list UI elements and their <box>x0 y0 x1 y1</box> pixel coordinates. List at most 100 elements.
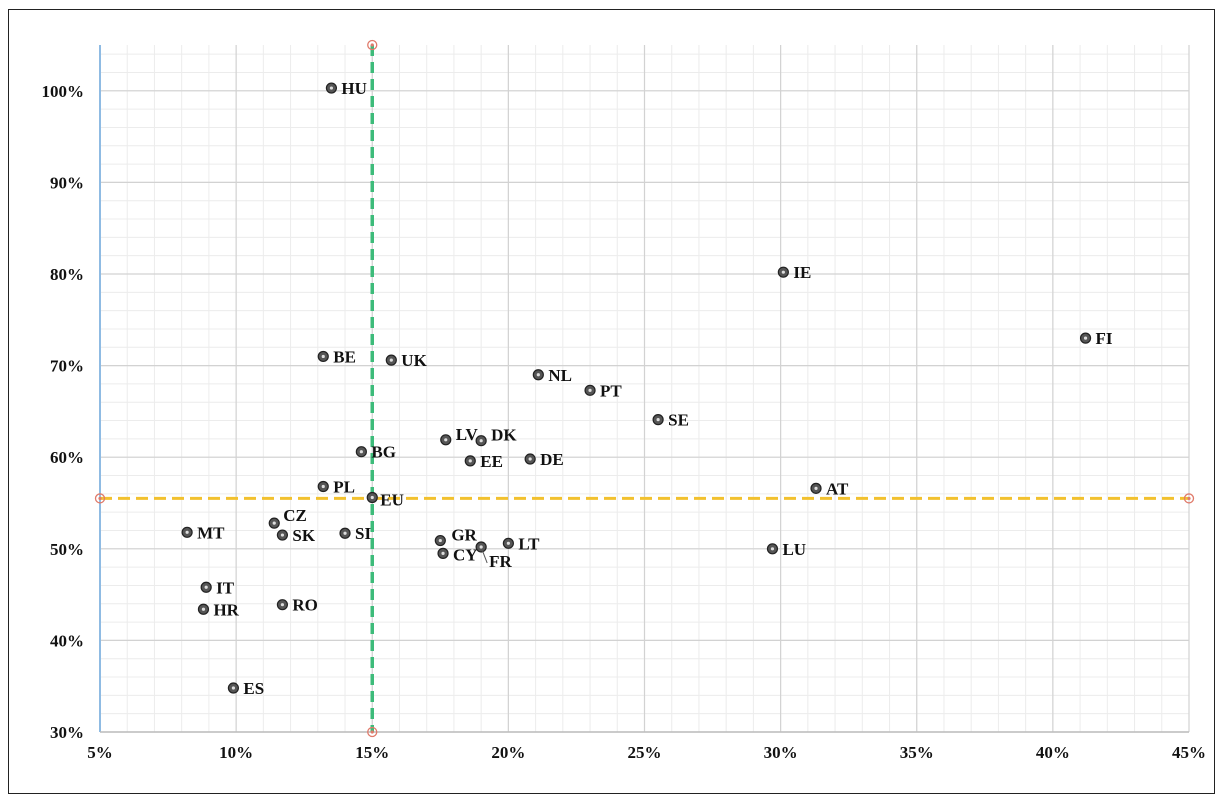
x-axis-ticks: 5% 10% 15% 20% 25% 30% 35% 40% 45% <box>87 743 1206 762</box>
point-marker-center <box>321 354 325 359</box>
point-label: PT <box>600 381 622 400</box>
y-tick-label: 40% <box>50 631 84 650</box>
point-marker-center <box>479 439 483 443</box>
data-point-lu: LU <box>766 540 806 559</box>
data-point-se: SE <box>652 411 689 430</box>
y-tick-label: 70% <box>50 357 84 376</box>
data-point-cz: CZ <box>268 506 307 529</box>
data-point-it: IT <box>200 578 235 597</box>
point-label: DK <box>491 426 517 445</box>
point-label: BG <box>371 443 396 462</box>
y-tick-label: 90% <box>50 173 84 192</box>
point-label: LT <box>518 534 540 553</box>
point-marker-center <box>389 358 393 362</box>
reference-line-endpoint <box>367 39 378 51</box>
data-points: HU IE FI BE UK NL PT SE LV DK BG EE DE PL EU AT CZ MT SK SI… <box>181 79 1113 698</box>
point-label: CY <box>453 545 478 564</box>
data-point-de: DE <box>524 450 564 469</box>
point-marker-center <box>1083 336 1088 340</box>
reference-line-endpoint-dot <box>1187 496 1191 501</box>
data-point-fr: FR <box>475 541 513 571</box>
point-marker-center <box>359 450 363 454</box>
point-label: LU <box>782 540 806 559</box>
point-label: BE <box>333 347 356 366</box>
reference-line-endpoint-dot <box>98 496 102 501</box>
point-label: LV <box>456 425 479 444</box>
data-point-lt: LT <box>502 534 540 553</box>
point-marker-center <box>770 547 775 551</box>
fr-leader-line <box>481 549 488 564</box>
point-marker-center <box>441 551 445 555</box>
point-marker-center <box>588 388 592 392</box>
point-label: NL <box>548 366 572 385</box>
point-marker-center <box>204 585 208 589</box>
point-marker-center <box>656 418 660 422</box>
data-point-pl: PL <box>317 478 355 497</box>
x-tick-label: 30% <box>764 743 798 762</box>
point-marker-center <box>781 270 785 274</box>
point-label: IT <box>216 578 235 597</box>
data-point-hr: HR <box>197 600 240 619</box>
y-axis-ticks: 30% 40% 50% 60% 70% 80% 90% 100% <box>42 82 85 742</box>
reference-line-endpoint <box>94 493 106 504</box>
data-point-ee: EE <box>464 452 503 471</box>
point-marker-center <box>438 538 442 543</box>
reference-line-endpoint <box>1183 493 1195 504</box>
data-point-uk: UK <box>385 351 428 370</box>
data-point-ie: IE <box>777 263 811 282</box>
data-point-nl: NL <box>532 366 572 385</box>
reference-line-endpoint-dot <box>370 43 374 47</box>
x-tick-label: 40% <box>1036 743 1070 762</box>
data-point-at: AT <box>810 479 849 498</box>
point-marker-center <box>272 521 276 525</box>
x-tick-label: 45% <box>1172 743 1206 762</box>
x-tick-label: 35% <box>900 743 934 762</box>
x-tick-label: 25% <box>628 743 662 762</box>
point-label: CZ <box>283 506 307 525</box>
point-label: UK <box>401 351 427 370</box>
point-label: IE <box>793 263 811 282</box>
point-marker-center <box>468 459 472 463</box>
reference-lines <box>94 39 1195 738</box>
point-marker-center <box>280 603 285 607</box>
point-label: MT <box>197 523 225 542</box>
x-tick-label: 5% <box>87 743 113 762</box>
point-label: AT <box>826 479 849 498</box>
data-point-pt: PT <box>584 381 622 400</box>
axes <box>99 45 1189 733</box>
data-point-mt: MT <box>181 523 225 542</box>
data-point-fi: FI <box>1079 329 1113 348</box>
y-tick-label: 60% <box>50 448 84 467</box>
y-tick-label: 80% <box>50 265 84 284</box>
y-tick-label: 100% <box>42 82 85 101</box>
y-tick-label: 50% <box>50 540 84 559</box>
x-tick-label: 15% <box>355 743 389 762</box>
point-marker-center <box>370 495 374 500</box>
point-marker-center <box>479 545 483 549</box>
point-label: HU <box>341 79 367 98</box>
reference-line-endpoint-dot <box>370 730 374 734</box>
point-label: DE <box>540 450 564 469</box>
point-label: RO <box>292 596 318 615</box>
point-marker-center <box>444 438 448 442</box>
point-marker-center <box>201 607 206 611</box>
point-label: PL <box>333 478 355 497</box>
point-label: HR <box>213 600 239 619</box>
y-tick-label: 30% <box>50 723 84 742</box>
reference-line-endpoint <box>367 726 378 738</box>
data-point-sk: SK <box>276 526 316 545</box>
point-marker-center <box>506 541 510 545</box>
point-label: FR <box>489 552 512 571</box>
point-marker-center <box>321 484 325 489</box>
point-label: SE <box>668 411 689 430</box>
data-point-gr: GR <box>434 526 478 547</box>
point-marker-center <box>343 531 347 535</box>
point-marker-center <box>280 533 285 537</box>
point-label: ES <box>243 679 264 698</box>
data-point-bg: BG <box>355 443 396 462</box>
data-point-be: BE <box>317 347 356 366</box>
data-point-eu: EU <box>366 491 404 510</box>
data-point-es: ES <box>227 679 264 698</box>
point-label: EE <box>480 452 503 471</box>
